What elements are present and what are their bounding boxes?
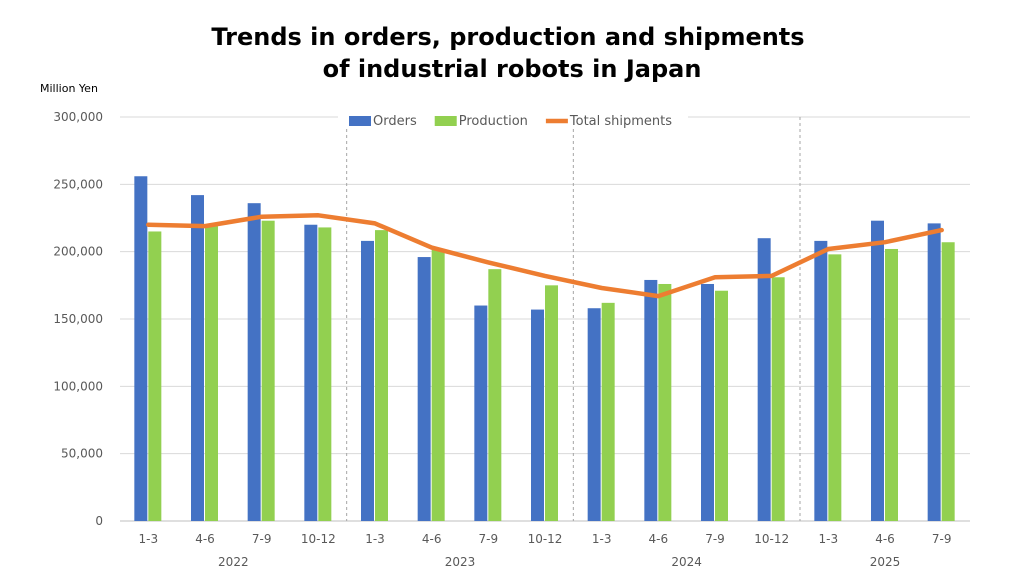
- chart-title-line2: of industrial robots in Japan: [323, 55, 702, 83]
- bar-production: [658, 283, 672, 521]
- bar-orders: [474, 305, 488, 521]
- total-shipments-line: [146, 213, 944, 299]
- bar-production: [941, 242, 955, 522]
- y-tick-label: 100,000: [53, 379, 103, 393]
- x-axis-labels: 1-3 4-6 7-9 10-12 1-3 4-6 7-9 10-12 1-3 4-6 7-9 10-…: [139, 532, 952, 569]
- bar-production: [828, 254, 842, 522]
- bar-orders: [587, 308, 601, 521]
- bar-orders: [191, 195, 204, 521]
- x-tick-label: 10-12: [301, 532, 336, 546]
- bar-orders: [361, 240, 374, 522]
- legend-swatch: [349, 116, 371, 126]
- y-tick-label: 200,000: [53, 245, 103, 259]
- x-tick-label: 4-6: [649, 532, 669, 546]
- chart-title-line1: Trends in orders, production and shipmen…: [211, 23, 804, 51]
- x-tick-label: 7-9: [705, 532, 725, 546]
- bar-production: [771, 277, 785, 521]
- year-label: 2024: [671, 555, 702, 569]
- legend-label: Orders: [373, 114, 417, 129]
- y-tick-label: 50,000: [61, 447, 103, 461]
- bar-production: [431, 248, 445, 521]
- x-tick-label: 1-3: [365, 532, 385, 546]
- x-tick-label: 10-12: [528, 532, 563, 546]
- x-tick-label: 7-9: [479, 532, 499, 546]
- x-tick-label: 1-3: [819, 532, 839, 546]
- legend-label: Production: [459, 114, 528, 129]
- line-total-shipments: [146, 213, 944, 299]
- bar-production: [601, 302, 615, 521]
- bars: [134, 176, 955, 522]
- bar-production: [545, 285, 558, 521]
- bar-orders: [417, 257, 431, 521]
- bar-orders: [757, 238, 771, 521]
- bar-production: [261, 220, 275, 521]
- x-tick-label: 7-9: [932, 532, 952, 546]
- y-tick-label: 0: [95, 514, 103, 528]
- x-tick-label: 7-9: [252, 532, 272, 546]
- x-tick-label: 4-6: [422, 532, 442, 546]
- bar-orders: [814, 240, 828, 522]
- y-tick-label: 250,000: [53, 177, 103, 191]
- year-label: 2022: [218, 555, 249, 569]
- bar-production: [715, 290, 728, 521]
- legend-label: Total shipments: [569, 114, 672, 129]
- bar-orders: [871, 220, 884, 521]
- legend-swatch: [434, 116, 457, 126]
- x-tick-label: 1-3: [139, 532, 159, 546]
- bar-orders: [304, 224, 318, 521]
- year-label: 2025: [870, 555, 901, 569]
- y-axis-label: Million Yen: [40, 82, 98, 95]
- bar-orders: [927, 223, 941, 522]
- x-tick-label: 1-3: [592, 532, 612, 546]
- bar-orders: [701, 283, 714, 521]
- bar-orders: [247, 203, 261, 522]
- y-axis-ticks: 0 50,000 100,000 150,000 200,000 250,000 300,0…: [53, 110, 103, 528]
- year-label: 2023: [445, 555, 476, 569]
- bar-production: [885, 248, 898, 521]
- x-tick-label: 4-6: [875, 532, 895, 546]
- bar-production: [148, 231, 162, 521]
- bar-orders: [134, 176, 148, 521]
- x-tick-label: 10-12: [754, 532, 789, 546]
- bar-production: [375, 230, 388, 521]
- bar-production: [205, 226, 218, 521]
- year-separators: [346, 117, 801, 521]
- bar-orders: [644, 279, 658, 521]
- bar-production: [488, 269, 502, 521]
- y-tick-label: 150,000: [53, 312, 103, 326]
- y-tick-label: 300,000: [53, 110, 103, 124]
- x-tick-label: 4-6: [195, 532, 215, 546]
- bar-orders: [531, 309, 544, 521]
- bar-production: [318, 227, 332, 521]
- legend: Orders Production Total shipments: [338, 108, 688, 129]
- legend-background: [338, 108, 688, 128]
